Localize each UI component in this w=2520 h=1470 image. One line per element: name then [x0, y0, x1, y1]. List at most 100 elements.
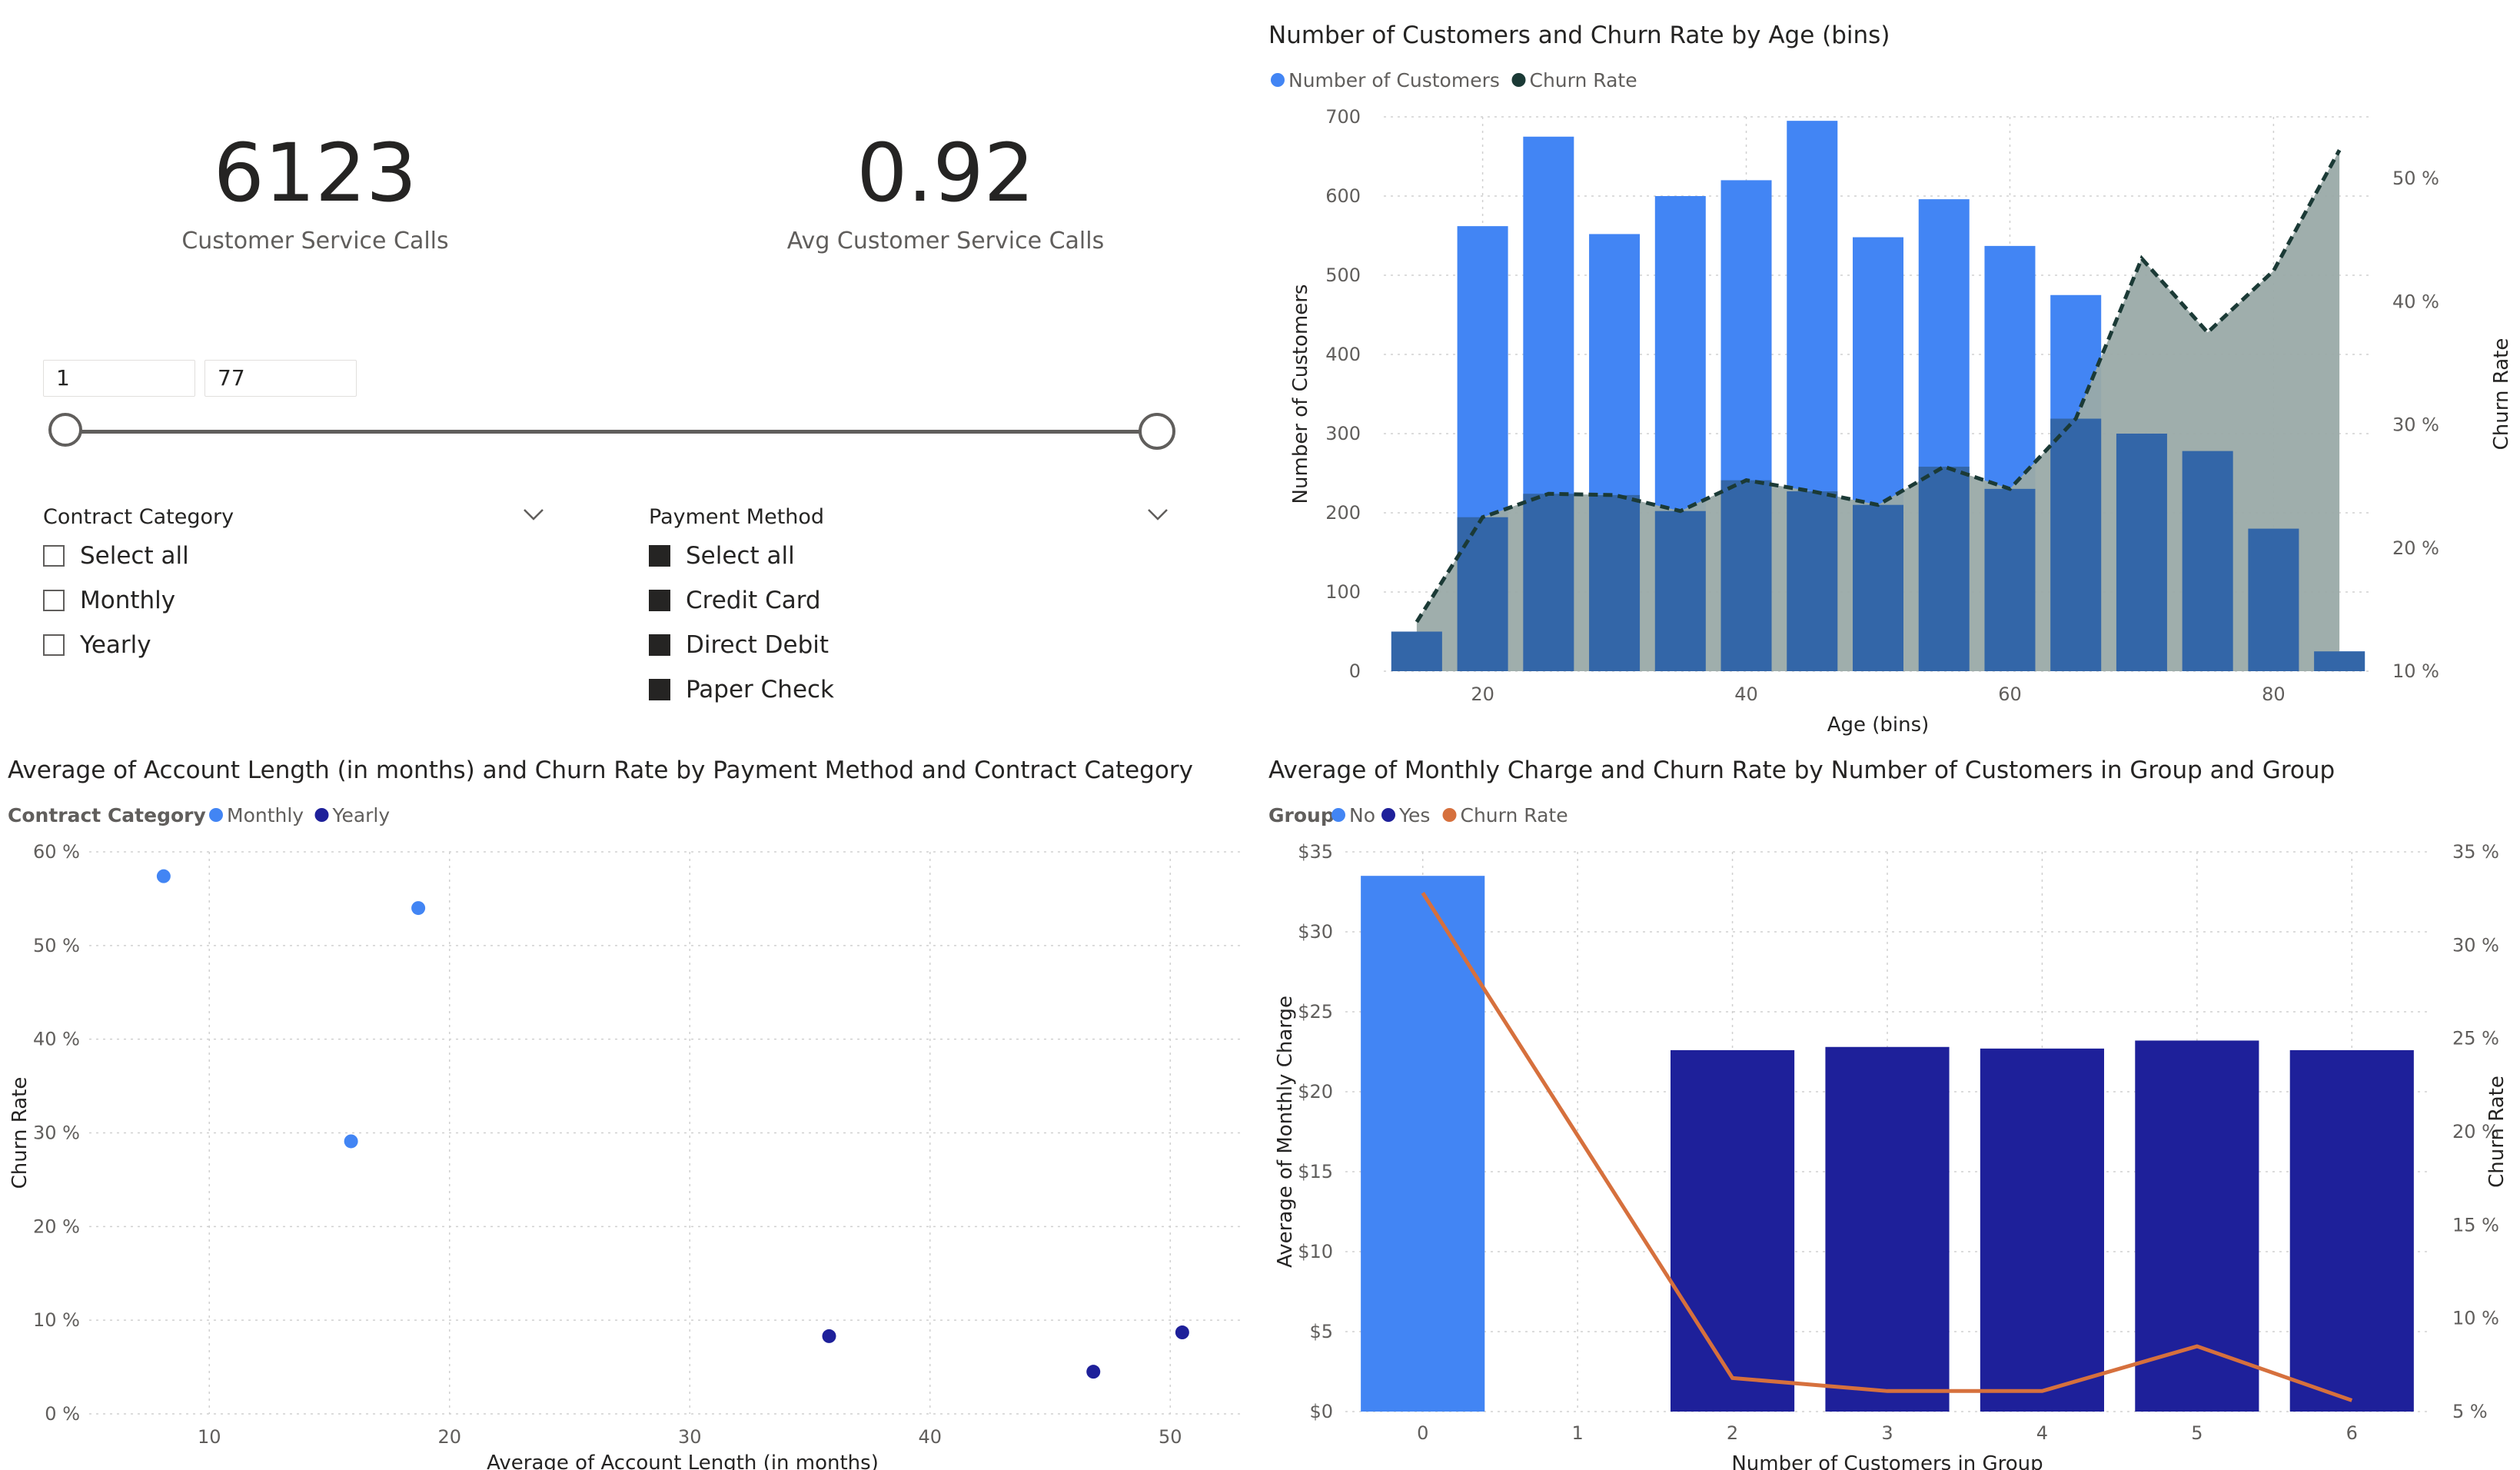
y-axis-title: Number of Customers	[1289, 284, 1312, 504]
payment-method-dropdown-chevron-icon[interactable]	[1147, 507, 1169, 524]
x-tick-label: 3	[1881, 1422, 1893, 1444]
y2-tick-label: 25 %	[2452, 1028, 2499, 1049]
x-tick-label: 2	[1727, 1422, 1738, 1444]
legend-label-monthly: Monthly	[227, 804, 304, 826]
y-tick-label: $25	[1298, 1001, 1333, 1023]
y2-tick-label: 20 %	[2392, 537, 2439, 559]
contract-category-slicer-title: Contract Category	[43, 505, 234, 529]
range-min-input[interactable]: 1	[43, 360, 195, 397]
scatter-chart[interactable]: Contract Category Monthly Yearly 0 % 10 % 20 …	[0, 797, 1253, 1470]
y-tick-label: 500	[1325, 264, 1361, 286]
checkbox-icon[interactable]	[649, 679, 670, 700]
contract-option-yearly[interactable]: Yearly	[43, 631, 151, 659]
option-label: Select all	[686, 542, 795, 570]
bar-overlap	[1720, 480, 1772, 671]
y2-tick-label: 10 %	[2452, 1308, 2499, 1329]
scatter-point-yearly	[1086, 1365, 1101, 1379]
range-max-input[interactable]: 77	[204, 360, 357, 397]
churn-line	[1415, 149, 2342, 624]
legend-label-churn: Churn Rate	[1530, 69, 1637, 91]
y2-tick-label: 30 %	[2392, 414, 2439, 436]
y-tick-label: 600	[1325, 185, 1361, 207]
range-slider-min-handle[interactable]	[48, 413, 82, 447]
x-tick-label: 50	[1159, 1426, 1182, 1448]
y-tick-label: 0	[1349, 660, 1361, 682]
payment-option-credit-card[interactable]: Credit Card	[649, 587, 821, 614]
legend-label: No	[1349, 804, 1375, 826]
y-axis-title: Average of Monthly Charge	[1274, 996, 1297, 1268]
scatter-point-yearly	[822, 1329, 836, 1343]
checkbox-icon[interactable]	[43, 634, 65, 656]
x-tick-label: 60	[1998, 683, 2022, 705]
x-axis-title: Average of Account Length (in months)	[487, 1452, 879, 1470]
option-label: Paper Check	[686, 676, 835, 703]
kpi-value-avg-customer-service-calls: 0.92	[856, 126, 1035, 220]
checkbox-icon[interactable]	[649, 634, 670, 656]
legend-marker-churn	[1511, 73, 1526, 87]
contract-option-monthly[interactable]: Monthly	[43, 587, 175, 614]
y-tick-label: 40 %	[33, 1029, 80, 1050]
bar-yes	[2289, 1049, 2414, 1412]
bar-overlap	[2248, 528, 2299, 671]
y-tick-label: 100	[1325, 581, 1361, 603]
x-tick-label: 5	[2191, 1422, 2203, 1444]
y-tick-label: 10 %	[33, 1309, 80, 1331]
x-axis-title: Number of Customers in Group	[1731, 1452, 2043, 1470]
x-tick-label: 40	[918, 1426, 942, 1448]
y-tick-label: 0 %	[45, 1403, 80, 1425]
scatter-point-monthly	[411, 901, 426, 916]
y2-tick-label: 40 %	[2392, 291, 2439, 312]
legend-marker	[1331, 808, 1345, 822]
y-tick-label: 400	[1325, 344, 1361, 365]
checkbox-icon[interactable]	[43, 590, 65, 611]
checkbox-icon[interactable]	[43, 545, 65, 567]
churn-rate-line	[1421, 892, 2353, 1402]
payment-option-direct-debit[interactable]: Direct Debit	[649, 631, 829, 659]
scatter-point-monthly	[156, 869, 171, 883]
bar-overlap	[1853, 504, 1903, 671]
legend-label: Churn Rate	[1461, 804, 1568, 826]
legend-marker-customers	[1271, 73, 1285, 87]
bar-overlap	[2050, 418, 2102, 671]
bar-overlap	[1457, 517, 1508, 671]
bar-yes	[1980, 1048, 2104, 1412]
bar-overlap	[1589, 494, 1641, 671]
y-tick-label: 200	[1325, 502, 1361, 524]
contract-option-select-all[interactable]: Select all	[43, 542, 189, 570]
bar-overlap	[1654, 511, 1706, 671]
y-tick-label: $35	[1298, 841, 1333, 863]
range-slider-max-handle[interactable]	[1139, 413, 1175, 450]
y2-tick-label: 35 %	[2452, 841, 2499, 863]
range-slider-track[interactable]	[68, 430, 1155, 434]
scatter-chart-title: Average of Account Length (in months) an…	[8, 757, 1193, 784]
y-tick-label: $0	[1309, 1401, 1333, 1422]
option-label: Yearly	[80, 631, 151, 659]
x-axis-title: Age (bins)	[1827, 713, 1930, 737]
bar-overlap	[1984, 488, 2036, 671]
age-chart[interactable]: Number of Customers Churn Rate 0 100 200 300 4…	[1261, 62, 2518, 738]
payment-option-paper-check[interactable]: Paper Check	[649, 676, 834, 703]
bar-yes	[1825, 1046, 1950, 1412]
bar-overlap	[2182, 451, 2233, 671]
y2-tick-label: 50 %	[2392, 168, 2439, 189]
group-chart[interactable]: Group No Yes Churn Rate $0 $5 $10 $15 $20 $25 $30 $…	[1261, 797, 2518, 1470]
bar-overlap	[1523, 494, 1574, 671]
x-tick-label: 40	[1734, 683, 1758, 705]
contract-category-dropdown-chevron-icon[interactable]	[523, 507, 544, 524]
y2-tick-label: 10 %	[2392, 660, 2439, 682]
bar-overlap	[1918, 467, 1970, 671]
y-axis-title: Churn Rate	[8, 1077, 32, 1189]
x-tick-label: 10	[198, 1426, 221, 1448]
x-tick-label: 20	[437, 1426, 461, 1448]
option-label: Credit Card	[686, 587, 821, 614]
legend-marker	[1442, 808, 1457, 822]
y-tick-label: $30	[1298, 921, 1333, 943]
payment-option-select-all[interactable]: Select all	[649, 542, 795, 570]
checkbox-icon[interactable]	[649, 545, 670, 567]
y-tick-label: 60 %	[33, 841, 80, 863]
y-tick-label: 300	[1325, 423, 1361, 444]
y2-tick-label: 15 %	[2452, 1214, 2499, 1236]
x-tick-label: 1	[1572, 1422, 1584, 1444]
checkbox-icon[interactable]	[649, 590, 670, 611]
bar-overlap	[2314, 651, 2365, 671]
